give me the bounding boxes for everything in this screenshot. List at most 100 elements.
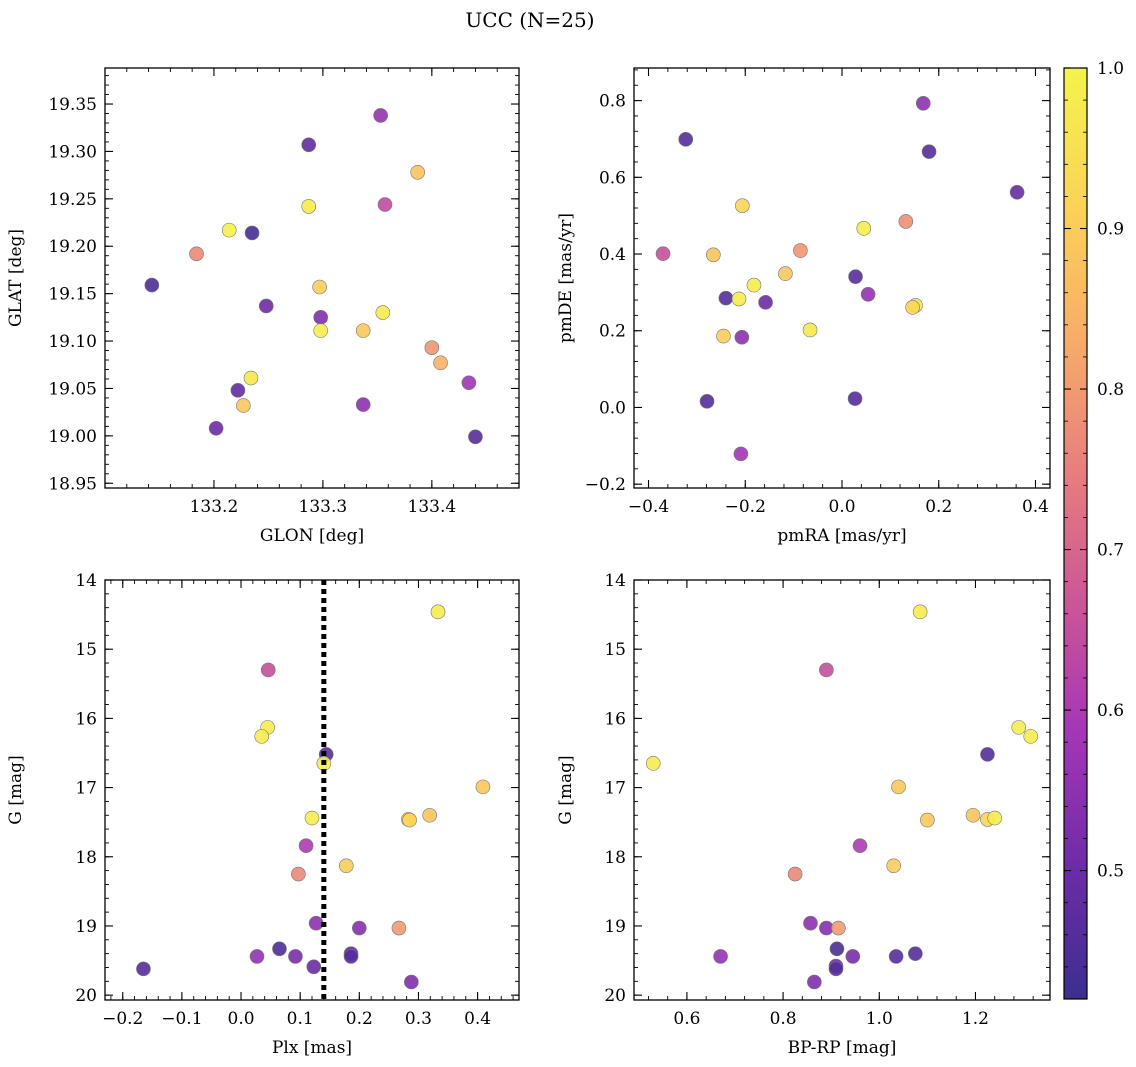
y-tick-label: 18: [604, 848, 626, 868]
data-point: [803, 915, 818, 931]
x-tick-label: −0.2: [725, 497, 766, 517]
x-tick-label: 0.6: [673, 1009, 700, 1029]
y-tick-label: 19.25: [48, 190, 97, 210]
y-tick-label: 17: [604, 779, 626, 799]
y-tick-label: 0.0: [599, 398, 626, 418]
y-tick-label: 16: [75, 709, 97, 729]
x-ticks: −0.4 −0.2 0.0 0.2 0.4: [628, 68, 1049, 517]
y-tick-label: 14: [75, 571, 97, 591]
data-point: [243, 370, 259, 386]
data-point: [778, 266, 793, 281]
data-point: [402, 812, 417, 828]
data-point: [373, 108, 388, 123]
data-point: [807, 974, 822, 990]
data-point: [391, 920, 407, 936]
data-point: [746, 277, 762, 293]
panels: 133.2 133.3 133.4 18.95 19.00 19.05 19.10 19.15…: [6, 67, 1051, 1058]
data-point: [733, 446, 749, 462]
data-point: [886, 858, 901, 874]
y-tick-label: 19: [604, 917, 626, 937]
data-point: [1023, 729, 1039, 744]
y-tick-label: 15: [75, 640, 97, 660]
data-point: [208, 420, 224, 436]
colorbar-gradient: [1063, 67, 1088, 1000]
data-point: [699, 394, 715, 409]
y-axis-label: pmDE [mas/yr]: [556, 213, 576, 343]
figure-title: UCC (N=25): [465, 8, 594, 32]
x-tick-label: 0.8: [770, 1009, 797, 1029]
data-point: [1009, 184, 1025, 200]
y-tick-label: 19.20: [48, 237, 97, 257]
data-point: [848, 269, 863, 284]
data-point: [144, 277, 160, 293]
data-point: [706, 247, 721, 263]
panel-pm: −0.4 −0.2 0.0 0.2 0.4−0.20.00.20.40.60.8pmRA…: [556, 67, 1051, 546]
x-tick-label: 133.4: [408, 497, 457, 517]
data-point: [301, 137, 317, 153]
data-point: [422, 807, 437, 823]
data-point: [475, 779, 491, 795]
data-point: [312, 279, 327, 295]
x-axis-label: BP-RP [mag]: [788, 1038, 897, 1058]
y-tick-label: 18: [75, 848, 97, 868]
data-point: [375, 305, 391, 320]
data-point: [355, 397, 371, 412]
data-point: [249, 949, 265, 964]
data-point: [965, 807, 981, 823]
data-point: [802, 322, 818, 338]
data-point: [793, 243, 808, 258]
data-point: [308, 915, 324, 931]
x-ticks: 133.2 133.3 133.4: [104, 68, 498, 517]
y-tick-label: 19.35: [48, 95, 97, 115]
y-axis-label: GLAT [deg]: [6, 229, 26, 327]
data-point: [339, 858, 354, 874]
y-tick-label: 0.4: [599, 245, 626, 265]
x-tick-label: 0.4: [1022, 497, 1049, 517]
y-axis-label: G [mag]: [6, 755, 26, 824]
data-point: [260, 662, 276, 678]
data-point: [891, 779, 906, 795]
data-point: [189, 246, 204, 262]
data-point: [1011, 720, 1027, 735]
x-tick-label: 133.2: [190, 497, 239, 517]
y-ticks: −0.2 0.0 0.2 0.4 0.6 0.8: [585, 69, 1050, 495]
panel-plx_g: −0.2 −0.1 0.0 0.1 0.2 0.3 0.4 14 15 16 17 18 19 20 Plx…: [6, 571, 520, 1058]
x-tick-label: 133.3: [299, 497, 348, 517]
data-point: [920, 812, 935, 828]
data-point: [433, 355, 448, 371]
data-point: [735, 198, 750, 213]
axes-frame: [104, 67, 520, 489]
x-tick-label: −0.2: [102, 1009, 143, 1029]
y-tick-label: 17: [75, 779, 97, 799]
data-point: [230, 383, 246, 398]
data-point: [352, 920, 367, 936]
y-ticks: 14 15 16 17 18 19 20: [75, 571, 519, 1006]
x-tick-label: 0.0: [828, 497, 855, 517]
data-point: [678, 132, 694, 147]
data-point: [313, 323, 329, 338]
data-point: [860, 287, 876, 302]
axes-frame: [633, 579, 1051, 1001]
data-point: [905, 300, 920, 315]
data-point: [847, 391, 863, 406]
y-tick-label: 0.8: [599, 92, 626, 112]
y-tick-label: 0.2: [599, 322, 626, 342]
y-tick-label: 20: [75, 986, 97, 1006]
data-point: [921, 144, 937, 159]
y-tick-label: 0.6: [599, 168, 626, 188]
x-tick-label: −0.4: [628, 497, 669, 517]
data-point: [410, 164, 425, 180]
data-point: [718, 290, 734, 306]
data-point: [980, 747, 995, 762]
data-point: [987, 810, 1002, 826]
panel-bprp_g: 0.6 0.8 1.0 1.2 14 15 16 17 18 19 20 BP-RP [mag] G […: [556, 571, 1051, 1058]
y-tick-label: 19: [75, 917, 97, 937]
data-point: [734, 329, 750, 345]
data-point: [468, 429, 483, 445]
data-point: [377, 197, 393, 212]
x-tick-label: 1.2: [962, 1009, 989, 1029]
data-point: [313, 310, 329, 325]
data-point: [852, 838, 868, 854]
y-tick-label: 20: [604, 986, 626, 1006]
